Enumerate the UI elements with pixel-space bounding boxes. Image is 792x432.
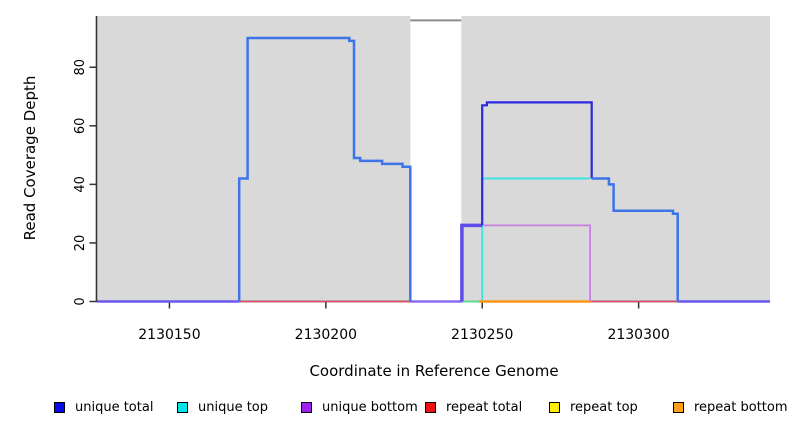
x-axis-title: Coordinate in Reference Genome — [309, 362, 559, 380]
y-tick-label: 20 — [73, 235, 88, 252]
series-unique-total-right-rise — [460, 223, 483, 302]
x-tick-label: 2130300 — [607, 327, 669, 343]
y-tick-label: 40 — [73, 176, 88, 193]
y-axis-title: Read Coverage Depth — [21, 75, 39, 241]
y-tick-label: 60 — [73, 118, 88, 135]
y-tick-label: 0 — [73, 297, 88, 305]
series-unique-bottom — [483, 224, 591, 302]
series-unique-total-left-block — [237, 36, 412, 302]
series-unique-total-right-tail — [591, 177, 679, 302]
y-tick-label: 80 — [73, 59, 88, 76]
series-unique-total-right-top — [481, 101, 593, 226]
masked-region — [410, 16, 462, 302]
x-tick-label: 2130200 — [295, 327, 357, 343]
x-tick-label: 2130150 — [138, 327, 200, 343]
x-tick-label: 2130250 — [451, 327, 513, 343]
